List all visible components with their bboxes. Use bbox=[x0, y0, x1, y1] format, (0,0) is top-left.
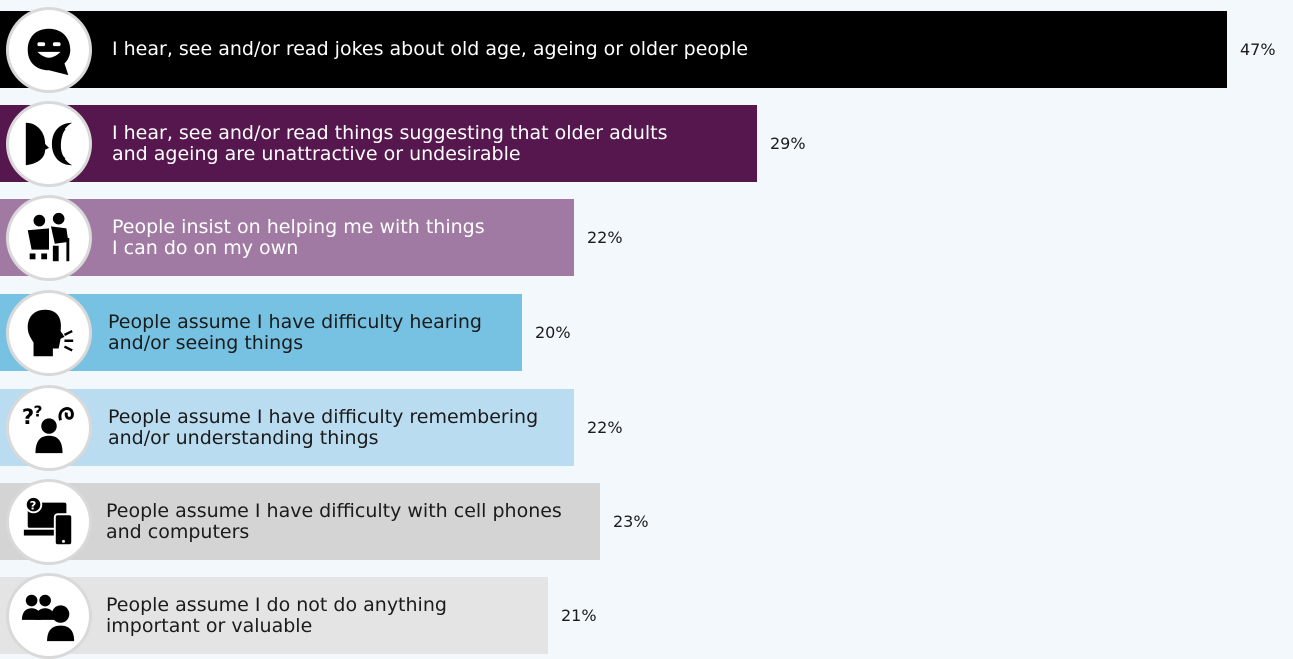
value-label: 21% bbox=[561, 605, 597, 625]
bar-label: I hear, see and/or read jokes about old … bbox=[112, 38, 749, 60]
bar-label: I hear, see and/or read things suggestin… bbox=[112, 121, 668, 165]
bar: People insist on helping me with things … bbox=[0, 199, 574, 276]
value-label: 47% bbox=[1240, 39, 1276, 59]
helper-with-elderly-icon bbox=[6, 194, 92, 281]
bar-label: People assume I do not do anything impor… bbox=[106, 593, 447, 637]
smiling-face-speech-bubble-icon bbox=[6, 6, 92, 93]
svg-text:?: ? bbox=[30, 498, 37, 512]
bar-label: People assume I have difficulty with cel… bbox=[106, 499, 562, 543]
value-label: 22% bbox=[587, 227, 623, 247]
group-people-icon bbox=[6, 572, 92, 659]
bar-label: People insist on helping me with things … bbox=[112, 215, 485, 259]
bar: People assume I have difficulty with cel… bbox=[0, 483, 600, 560]
bar: People assume I have difficulty hearing … bbox=[0, 294, 522, 371]
two-faces-profile-icon bbox=[6, 100, 92, 187]
bar-label: People assume I have difficulty remember… bbox=[108, 405, 539, 449]
svg-text:?: ? bbox=[22, 405, 34, 430]
computer-phone-question-icon: ? bbox=[6, 478, 92, 565]
value-label: 23% bbox=[613, 511, 649, 531]
bar: I hear, see and/or read things suggestin… bbox=[0, 105, 757, 182]
bar: People assume I have difficulty remember… bbox=[0, 389, 574, 466]
value-label: 22% bbox=[587, 417, 623, 437]
svg-text:?: ? bbox=[34, 402, 43, 420]
value-label: 29% bbox=[770, 133, 806, 153]
speaking-head-icon bbox=[6, 289, 92, 376]
bar-label: People assume I have difficulty hearing … bbox=[108, 310, 482, 354]
confused-person-icon: ?? bbox=[6, 384, 92, 471]
value-label: 20% bbox=[535, 322, 571, 342]
bar: I hear, see and/or read jokes about old … bbox=[0, 11, 1227, 88]
